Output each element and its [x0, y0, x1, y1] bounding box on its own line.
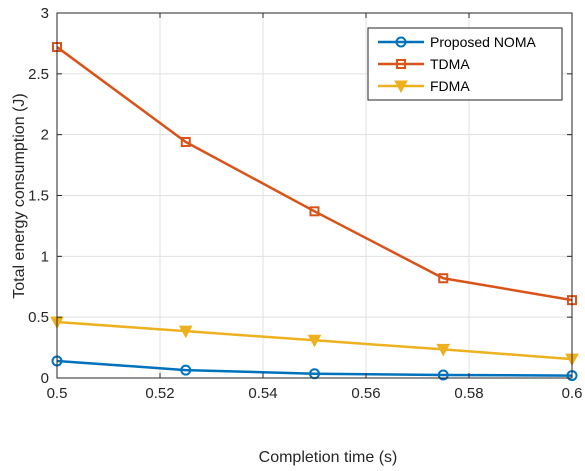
data-point [180, 136, 191, 147]
y-tick-label: 0 [41, 370, 49, 387]
x-tick-label: 0.5 [47, 385, 68, 402]
series-line [56, 359, 573, 377]
plot-frame [56, 12, 573, 379]
x-axis-label: Completion time (s) [259, 449, 398, 466]
y-axis-label: Total energy consumption (J) [11, 93, 28, 298]
y-tick-label: 3 [41, 5, 49, 22]
x-tick-label: 0.58 [454, 385, 483, 402]
axes [56, 12, 573, 379]
y-tick-label: 2.5 [28, 66, 49, 83]
y-tick-label: 1 [41, 248, 49, 265]
y-tick-label: 0.5 [28, 309, 49, 326]
tick-labels: 0.5 0.52 0.54 0.56 0.58 0.600.511.522.53 [28, 5, 582, 402]
legend-entry: FDMA [378, 78, 470, 94]
data-point [180, 364, 192, 376]
y-tick-label: 2 [41, 127, 49, 144]
legend: Proposed NOMA TDMA FDMA [367, 27, 563, 101]
series-line [56, 46, 573, 302]
legend-marker [395, 36, 407, 48]
grid-lines [56, 12, 573, 379]
y-tick-label: 1.5 [28, 188, 49, 205]
data-point [307, 334, 322, 348]
legend-label: Proposed NOMA [430, 34, 536, 50]
legend-label: FDMA [430, 78, 470, 94]
series-layer [50, 42, 579, 382]
legend-entry: TDMA [378, 56, 470, 72]
legend-entry: Proposed NOMA [378, 34, 536, 50]
legend-marker [394, 80, 408, 94]
data-point [438, 273, 449, 284]
legend-label: TDMA [430, 56, 470, 72]
data-point [309, 206, 320, 217]
x-tick-label: 0.56 [351, 385, 380, 402]
data-point [437, 369, 449, 381]
data-point [436, 343, 451, 357]
x-tick-label: 0.54 [248, 385, 277, 402]
x-tick-label: 0.52 [145, 385, 174, 402]
x-tick-label: 0.6 [562, 385, 583, 402]
series-tdma [52, 42, 577, 306]
data-point [178, 325, 193, 339]
legend-marker [396, 59, 406, 69]
